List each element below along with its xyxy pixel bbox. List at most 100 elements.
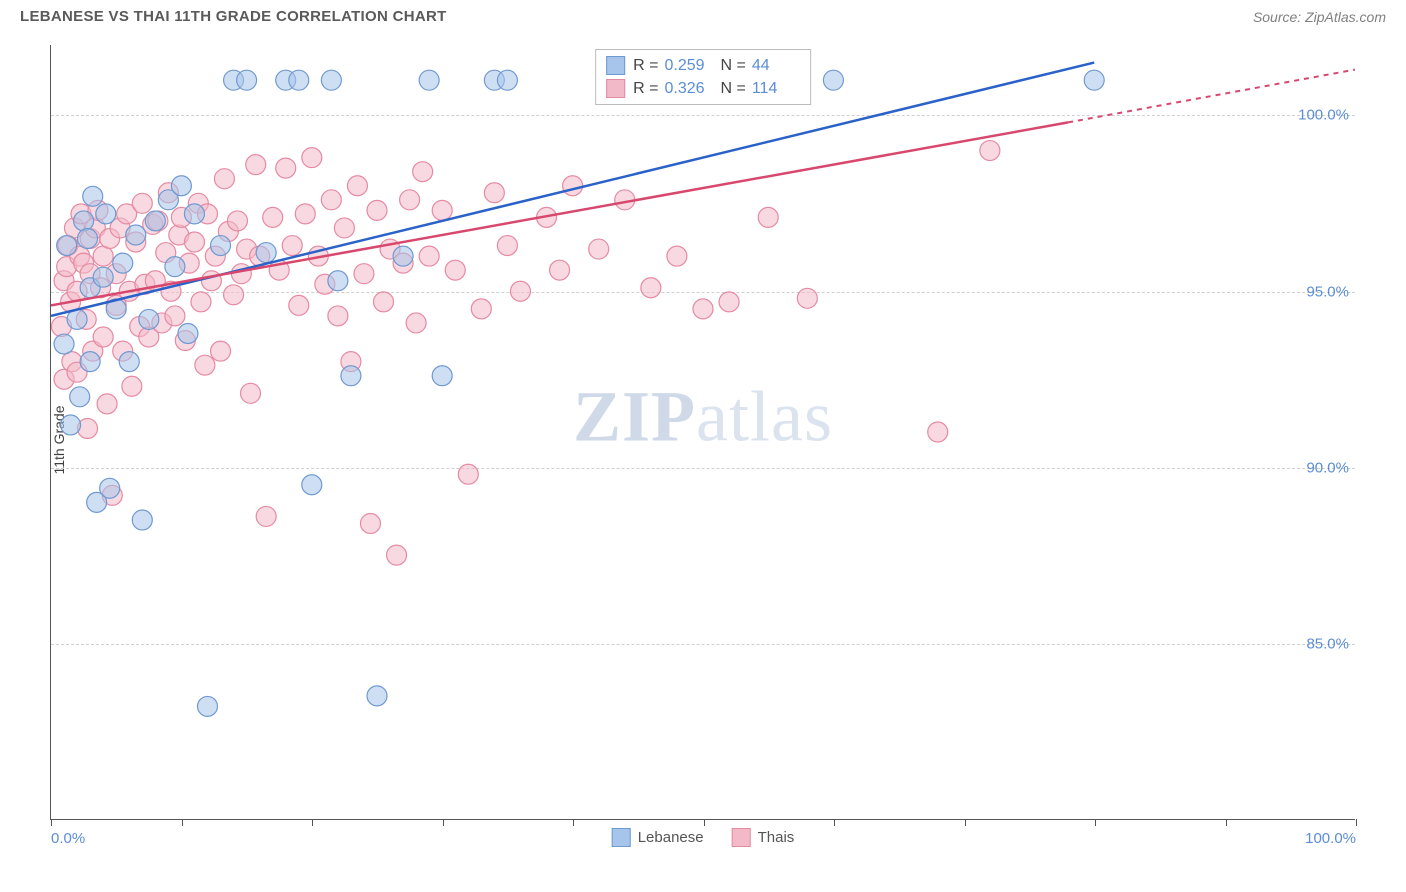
x-tick: [1095, 819, 1096, 826]
data-point: [641, 278, 661, 298]
chart-header: LEBANESE VS THAI 11TH GRADE CORRELATION …: [0, 0, 1406, 29]
data-point: [823, 70, 843, 90]
data-point: [393, 246, 413, 266]
n-value: 114: [752, 80, 800, 98]
data-point: [96, 204, 116, 224]
chart-plot-area: 11th Grade ZIPatlas R = 0.259 N = 44 R =…: [50, 45, 1355, 820]
data-point: [211, 341, 231, 361]
data-point: [406, 313, 426, 333]
data-point: [214, 169, 234, 189]
data-point: [419, 246, 439, 266]
data-point: [83, 186, 103, 206]
data-point: [458, 464, 478, 484]
data-point: [289, 70, 309, 90]
chart-source: Source: ZipAtlas.com: [1253, 9, 1386, 25]
data-point: [1084, 70, 1104, 90]
data-point: [165, 257, 185, 277]
swatch-thais: [606, 79, 625, 98]
x-tick-label: 100.0%: [1305, 830, 1356, 847]
data-point: [797, 288, 817, 308]
data-point: [693, 299, 713, 319]
x-tick: [312, 819, 313, 826]
legend-item-lebanese: Lebanese: [612, 828, 704, 847]
data-point: [201, 271, 221, 291]
data-point: [241, 383, 261, 403]
data-point: [484, 183, 504, 203]
data-point: [211, 236, 231, 256]
data-point: [70, 387, 90, 407]
data-point: [246, 155, 266, 175]
data-point: [178, 324, 198, 344]
x-tick: [573, 819, 574, 826]
data-point: [256, 243, 276, 263]
data-point: [374, 292, 394, 312]
data-point: [367, 200, 387, 220]
data-point: [282, 236, 302, 256]
x-tick: [704, 819, 705, 826]
data-point: [93, 246, 113, 266]
data-point: [119, 352, 139, 372]
data-point: [400, 190, 420, 210]
data-point: [302, 148, 322, 168]
data-point: [132, 193, 152, 213]
data-point: [413, 162, 433, 182]
x-tick: [965, 819, 966, 826]
data-point: [139, 309, 159, 329]
data-point: [122, 376, 142, 396]
data-point: [237, 70, 257, 90]
data-point: [354, 264, 374, 284]
swatch-lebanese: [606, 56, 625, 75]
data-point: [227, 211, 247, 231]
x-tick-label: 0.0%: [51, 830, 85, 847]
data-point: [197, 696, 217, 716]
x-tick: [834, 819, 835, 826]
data-point: [347, 176, 367, 196]
data-point: [113, 253, 133, 273]
r-label: R =: [633, 57, 658, 75]
data-point: [471, 299, 491, 319]
n-label: N =: [721, 80, 746, 98]
x-tick: [1226, 819, 1227, 826]
data-point: [276, 158, 296, 178]
data-point: [61, 415, 81, 435]
data-point: [928, 422, 948, 442]
data-point: [165, 306, 185, 326]
scatter-svg: [51, 45, 1355, 819]
chart-title: LEBANESE VS THAI 11TH GRADE CORRELATION …: [20, 8, 447, 25]
swatch-lebanese-icon: [612, 828, 631, 847]
series-legend: Lebanese Thais: [612, 828, 795, 847]
data-point: [54, 334, 74, 354]
data-point: [126, 225, 146, 245]
legend-label: Thais: [758, 829, 795, 846]
data-point: [295, 204, 315, 224]
data-point: [360, 513, 380, 533]
legend-row-lebanese: R = 0.259 N = 44: [606, 54, 800, 77]
data-point: [289, 295, 309, 315]
data-point: [184, 232, 204, 252]
data-point: [419, 70, 439, 90]
data-point: [563, 176, 583, 196]
data-point: [497, 236, 517, 256]
data-point: [334, 218, 354, 238]
n-label: N =: [721, 57, 746, 75]
data-point: [445, 260, 465, 280]
data-point: [387, 545, 407, 565]
legend-item-thais: Thais: [732, 828, 795, 847]
data-point: [93, 327, 113, 347]
data-point: [93, 267, 113, 287]
data-point: [341, 366, 361, 386]
r-value: 0.326: [665, 80, 713, 98]
data-point: [74, 211, 94, 231]
data-point: [256, 506, 276, 526]
data-point: [78, 229, 98, 249]
data-point: [367, 686, 387, 706]
data-point: [328, 271, 348, 291]
data-point: [667, 246, 687, 266]
data-point: [191, 292, 211, 312]
swatch-thais-icon: [732, 828, 751, 847]
data-point: [171, 176, 191, 196]
data-point: [550, 260, 570, 280]
data-point: [97, 394, 117, 414]
data-point: [510, 281, 530, 301]
data-point: [184, 204, 204, 224]
